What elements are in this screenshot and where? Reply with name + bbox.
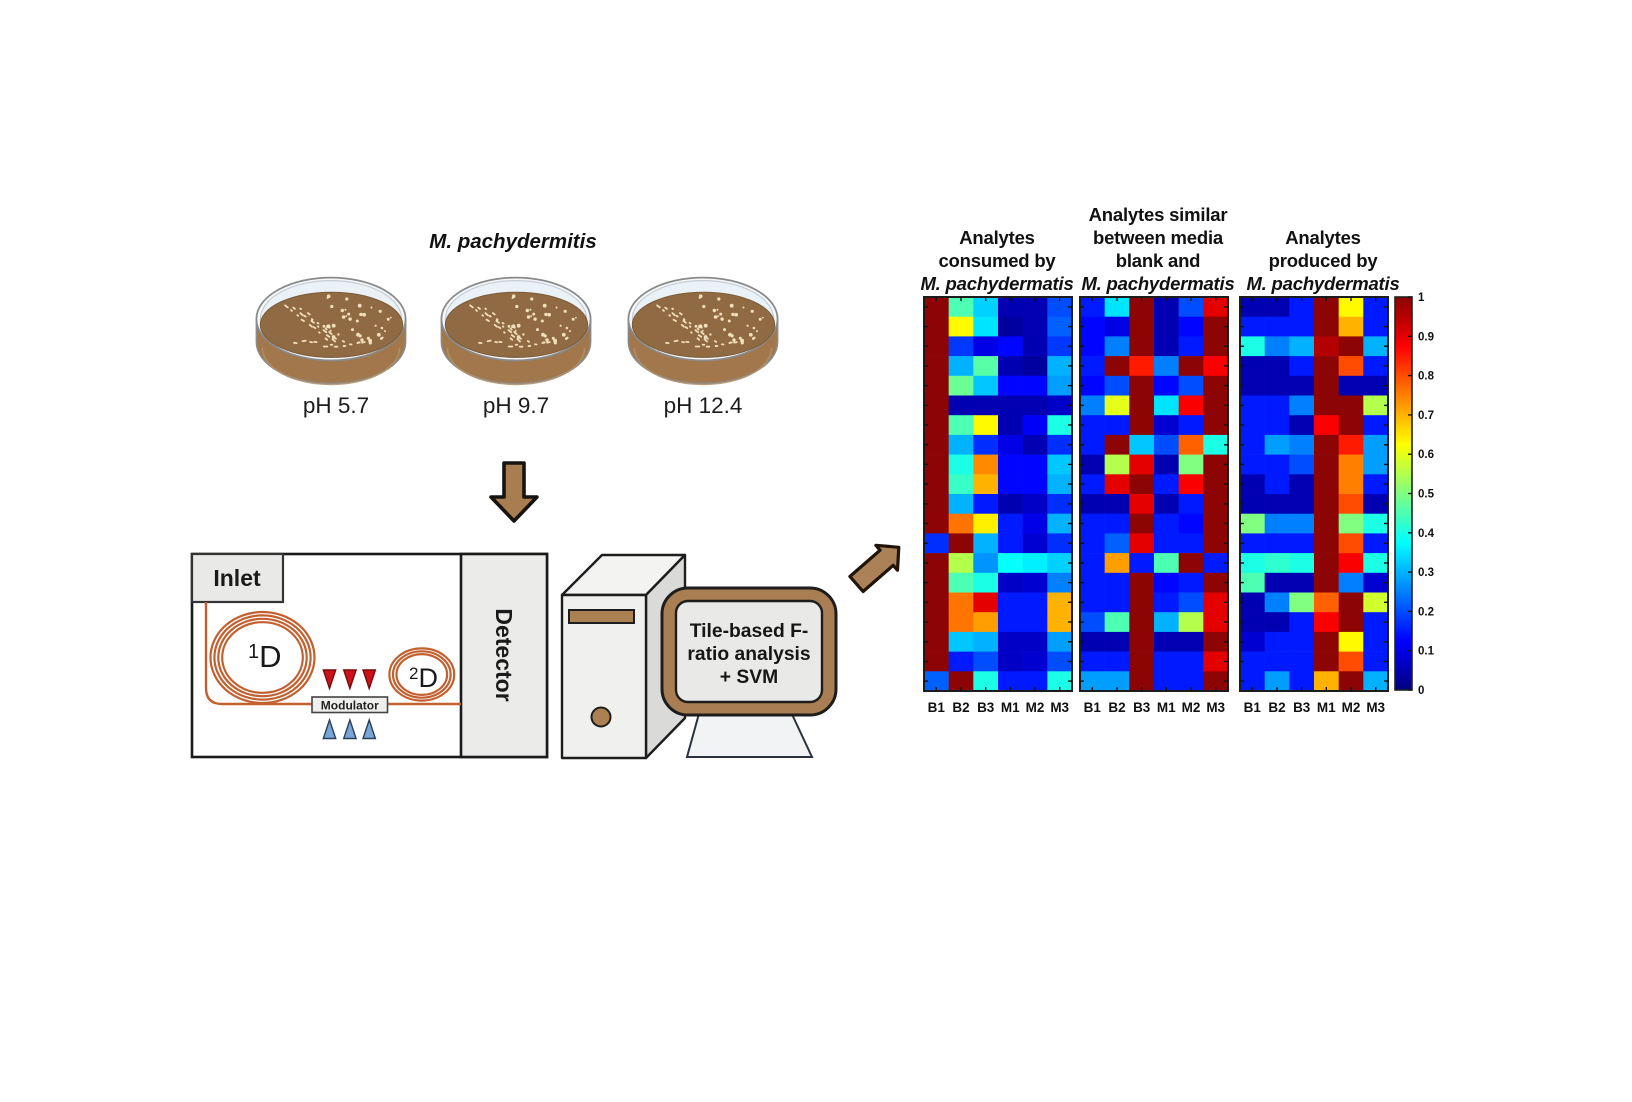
- svg-text:M. pachydermatis: M. pachydermatis: [1246, 273, 1399, 294]
- svg-text:Tile-based F-: Tile-based F-: [690, 621, 809, 642]
- svg-text:M. pachydermatis: M. pachydermatis: [920, 273, 1073, 294]
- svg-text:M3: M3: [1366, 700, 1385, 715]
- svg-text:0.4: 0.4: [1418, 528, 1435, 540]
- svg-text:+ SVM: + SVM: [720, 667, 778, 688]
- svg-text:produced by: produced by: [1269, 250, 1379, 271]
- svg-text:M3: M3: [1050, 700, 1069, 715]
- svg-text:1D: 1D: [248, 639, 282, 674]
- svg-text:Detector: Detector: [491, 608, 517, 701]
- svg-text:B2: B2: [1268, 700, 1285, 715]
- svg-text:Analytes: Analytes: [1285, 227, 1361, 248]
- svg-text:Modulator: Modulator: [321, 699, 379, 713]
- svg-text:0.9: 0.9: [1418, 331, 1434, 343]
- svg-text:B3: B3: [1133, 700, 1151, 715]
- svg-text:M1: M1: [1317, 700, 1336, 715]
- svg-text:consumed by: consumed by: [938, 250, 1056, 271]
- svg-text:B1: B1: [1084, 700, 1102, 715]
- svg-text:M3: M3: [1206, 700, 1225, 715]
- svg-text:B3: B3: [1293, 700, 1311, 715]
- svg-text:M2: M2: [1026, 700, 1045, 715]
- svg-text:pH 5.7: pH 5.7: [303, 393, 369, 418]
- svg-text:M2: M2: [1182, 700, 1201, 715]
- svg-text:M1: M1: [1157, 700, 1176, 715]
- svg-text:0.8: 0.8: [1418, 371, 1435, 383]
- svg-text:0.2: 0.2: [1418, 606, 1434, 618]
- svg-text:0.1: 0.1: [1418, 646, 1435, 658]
- svg-text:B3: B3: [977, 700, 995, 715]
- svg-text:ratio analysis: ratio analysis: [687, 644, 810, 665]
- svg-text:B1: B1: [928, 700, 946, 715]
- svg-text:0.5: 0.5: [1418, 489, 1435, 501]
- svg-text:M. pachydermitis: M. pachydermitis: [429, 230, 596, 253]
- svg-text:0.3: 0.3: [1418, 567, 1434, 579]
- svg-text:Inlet: Inlet: [213, 565, 261, 591]
- svg-text:0: 0: [1418, 685, 1424, 697]
- svg-text:0.7: 0.7: [1418, 410, 1434, 422]
- svg-text:Analytes similar: Analytes similar: [1089, 204, 1228, 225]
- svg-text:M2: M2: [1342, 700, 1361, 715]
- svg-text:Analytes: Analytes: [959, 227, 1035, 248]
- svg-text:pH 9.7: pH 9.7: [483, 393, 549, 418]
- svg-text:B2: B2: [952, 700, 969, 715]
- svg-text:blank and: blank and: [1116, 250, 1201, 271]
- svg-text:M1: M1: [1001, 700, 1020, 715]
- svg-text:0.6: 0.6: [1418, 449, 1434, 461]
- svg-text:between media: between media: [1093, 227, 1224, 248]
- svg-text:B1: B1: [1244, 700, 1262, 715]
- svg-text:2D: 2D: [409, 663, 438, 693]
- svg-text:pH 12.4: pH 12.4: [664, 393, 743, 418]
- svg-text:B2: B2: [1108, 700, 1125, 715]
- svg-text:1: 1: [1418, 292, 1425, 304]
- svg-text:M. pachydermatis: M. pachydermatis: [1081, 273, 1234, 294]
